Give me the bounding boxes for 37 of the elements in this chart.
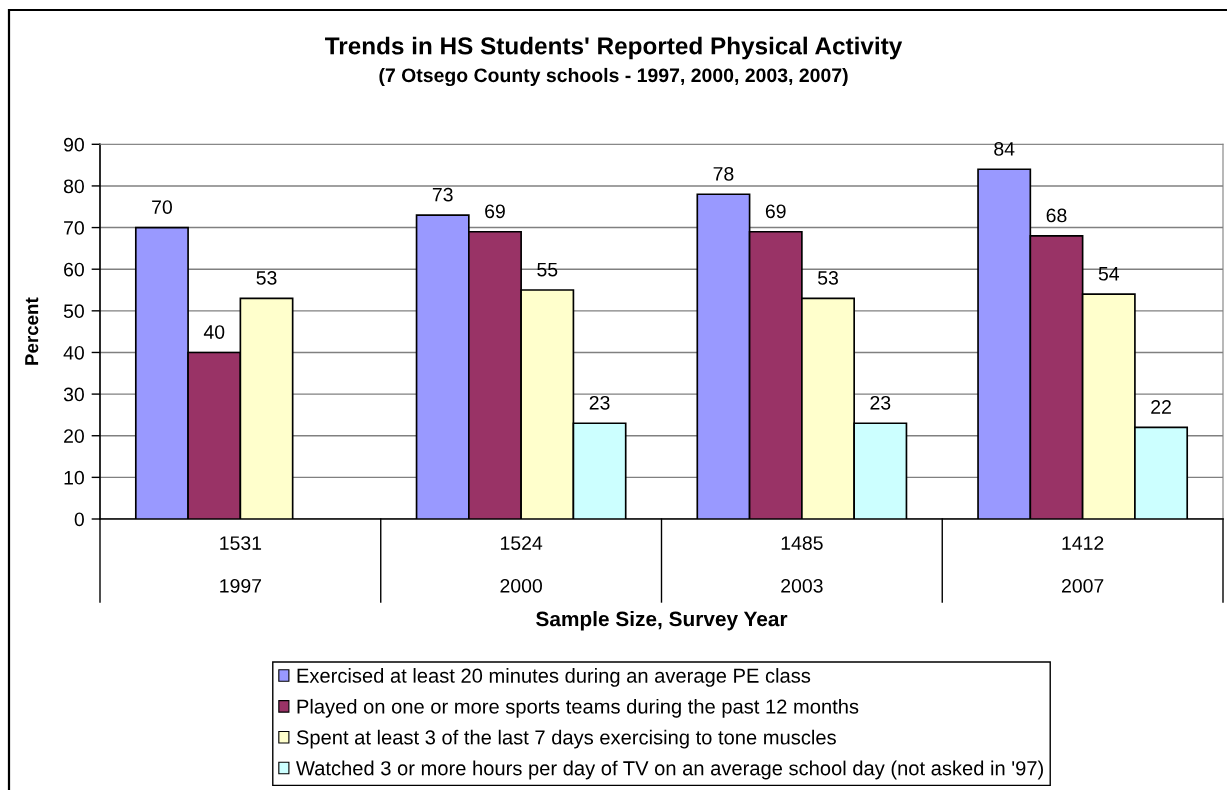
y-tick-label: 20 xyxy=(64,429,84,443)
legend-label: Played on one or more sports teams during the past 12 months xyxy=(297,698,859,718)
category-label: 1485 2003 xyxy=(781,536,823,593)
x-axis-title: Sample Size, Survey Year xyxy=(536,611,788,631)
legend-label: Watched 3 or more hours per day of TV on an average school day (not asked in '97) xyxy=(296,760,1043,780)
y-tick-label: 0 xyxy=(74,512,84,527)
data-label: 69 xyxy=(765,204,786,219)
y-tick-label: 40 xyxy=(63,345,84,360)
data-label: 23 xyxy=(589,395,610,410)
data-label: 55 xyxy=(537,262,558,277)
legend-label: Exercised at least 20 minutes during an average PE class xyxy=(297,668,811,687)
data-label: 23 xyxy=(870,395,891,410)
y-tick-label: 60 xyxy=(64,262,84,277)
data-label: 53 xyxy=(256,271,277,285)
data-label: 53 xyxy=(817,271,838,285)
category-label: 1531 1997 xyxy=(220,536,262,593)
data-label: 40 xyxy=(203,325,225,339)
data-label: 84 xyxy=(994,141,1015,156)
y-tick-label: 80 xyxy=(63,179,84,194)
data-label: 54 xyxy=(1098,267,1120,281)
data-label: 73 xyxy=(432,187,453,202)
chart-title: Trends in HS Students' Reported Physical Activity xyxy=(325,36,903,60)
data-label: 70 xyxy=(152,200,172,214)
data-label: 69 xyxy=(485,204,505,219)
y-tick-label: 50 xyxy=(63,304,84,319)
y-tick-label: 30 xyxy=(63,387,84,402)
data-label: 22 xyxy=(1151,400,1171,414)
category-label: 1524 2000 xyxy=(500,536,543,593)
y-tick-label: 90 xyxy=(64,137,84,152)
data-label: 78 xyxy=(713,166,734,181)
data-label: 68 xyxy=(1046,208,1067,223)
category-label: 1412 2007 xyxy=(1061,536,1104,593)
y-tick-label: 70 xyxy=(64,221,84,235)
y-tick-label: 10 xyxy=(64,470,84,485)
y-axis-title: Percent xyxy=(25,297,39,365)
chart-subtitle: (7 Otsego County schools - 1997, 2000, 2003, 2007) xyxy=(379,67,848,87)
legend-label: Spent at least 3 of the last 7 days exercising to tone muscles xyxy=(296,729,836,749)
